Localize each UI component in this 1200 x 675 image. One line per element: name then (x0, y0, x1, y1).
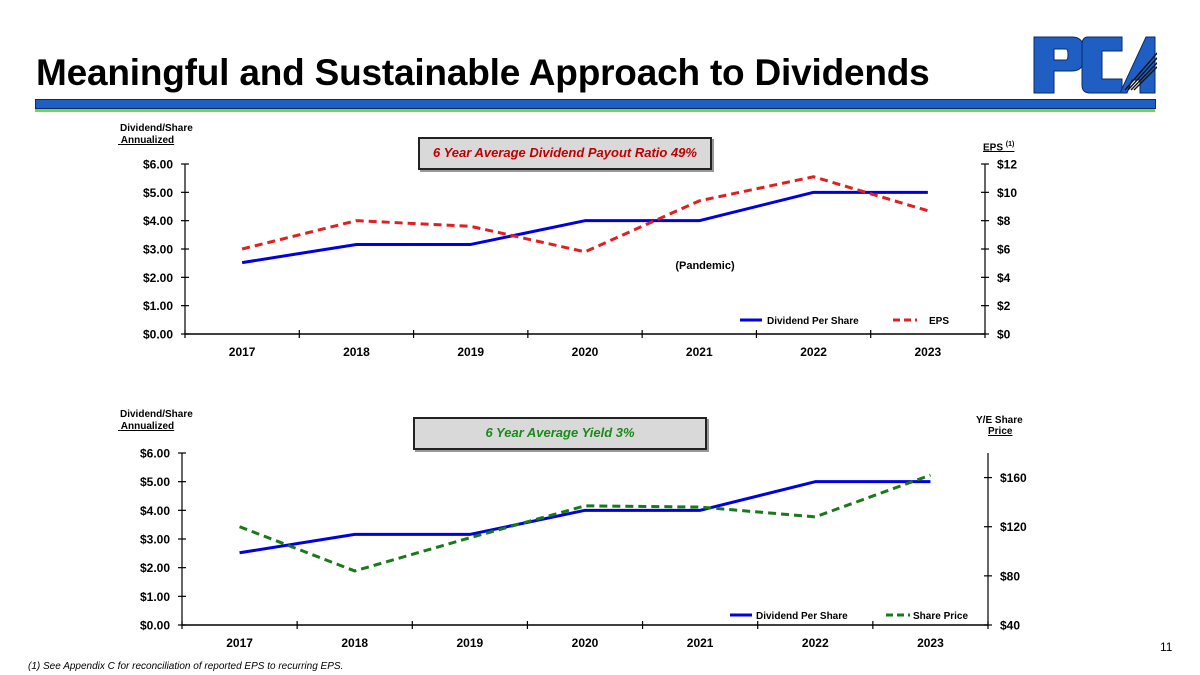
chart2-left-y-tick-label: $4.00 (140, 504, 170, 518)
chart1-left-y-tick-label: $2.00 (143, 271, 173, 285)
chart2-x-tick-label: 2019 (457, 636, 484, 650)
chart2-left-y-tick-label: $2.00 (140, 561, 170, 575)
chart1-left-y-tick-label: $5.00 (143, 186, 173, 200)
bottom-right-axis-label-line2: Price (988, 426, 1013, 437)
chart1-x-tick-label: 2018 (343, 345, 370, 359)
chart2-dividend-per-share-line (239, 480, 931, 555)
title-divider-bar (35, 99, 1156, 109)
chart1-left-y-tick-label: $4.00 (143, 214, 173, 228)
chart1-right-y-tick-label: $2 (997, 299, 1011, 313)
chart2-x-tick-label: 2022 (802, 636, 829, 650)
chart1-legend-label-dividend-per-share: Dividend Per Share (767, 316, 859, 327)
chart2-right-y-tick-label: $160 (1000, 471, 1027, 485)
footnote-ref: (1) (1005, 141, 1015, 148)
chart2-right-y-tick-label: $80 (1000, 569, 1020, 583)
bottom-left-axis-label-line1: Dividend/Share (120, 409, 193, 420)
chart1-dividend-per-share-line (241, 190, 928, 265)
chart1-legend-label-eps: EPS (929, 316, 949, 327)
chart1-x-tick-label: 2020 (572, 345, 599, 359)
chart1-x-tick-label: 2021 (686, 345, 713, 359)
chart2-x-tick-label: 2018 (341, 636, 368, 650)
chart1-left-y-tick-label: $1.00 (143, 299, 173, 313)
chart1-eps-line (241, 175, 929, 254)
top-right-axis-label: EPS (1) (983, 141, 1014, 153)
bottom-left-axis-label-line2-text: Annualized (120, 421, 175, 432)
chart1-right-y-tick-label: $12 (997, 158, 1017, 172)
chart1-right-y-tick-label: $10 (997, 186, 1017, 200)
chart2-right-y-tick-label: $40 (1000, 619, 1020, 633)
chart1-right-y-tick-label: $4 (997, 271, 1011, 285)
top-left-axis-label-line2: Annualized (118, 135, 174, 146)
top-right-axis-label-text: EPS (983, 142, 1004, 154)
chart2-legend-label-share-price: Share Price (913, 611, 968, 622)
chart2-x-tick-label: 2017 (226, 636, 253, 650)
footnote: (1) See Appendix C for reconciliation of… (28, 661, 344, 672)
pca-logo (1033, 36, 1157, 94)
chart1-left-y-tick-label: $0.00 (143, 328, 173, 342)
chart1-left-y-tick-label: $3.00 (143, 243, 173, 257)
chart2-left-y-tick-label: $0.00 (140, 619, 170, 633)
chart1-x-tick-label: 2022 (800, 345, 827, 359)
chart2-x-tick-label: 2020 (572, 636, 599, 650)
chart2-right-y-tick-label: $120 (1000, 520, 1027, 534)
chart1-right-y-tick-label: $0 (997, 328, 1011, 342)
payout-ratio-callout: 6 Year Average Dividend Payout Ratio 49% (418, 137, 712, 170)
chart2-left-y-tick-label: $1.00 (140, 590, 170, 604)
chart1-x-tick-label: 2017 (229, 345, 256, 359)
chart1-right-y-tick-label: $6 (997, 243, 1011, 257)
chart2-x-tick-label: 2023 (917, 636, 944, 650)
chart1-x-tick-label: 2023 (915, 345, 942, 359)
chart2-share-price-line (239, 473, 931, 573)
chart2-left-y-tick-label: $5.00 (140, 475, 170, 489)
bottom-right-axis-label-line1: Y/E Share (976, 415, 1023, 426)
chart1-x-tick-label: 2019 (457, 345, 484, 359)
yield-callout: 6 Year Average Yield 3% (413, 417, 707, 450)
page-title: Meaningful and Sustainable Approach to D… (36, 52, 930, 93)
chart1-pandemic-annotation: (Pandemic) (675, 260, 735, 272)
page-number: 11 (1160, 640, 1173, 654)
chart2-x-tick-label: 2021 (687, 636, 714, 650)
accent-divider-line (35, 109, 1155, 112)
chart2-legend-label-dividend-per-share: Dividend Per Share (756, 611, 848, 622)
chart2-left-y-tick-label: $6.00 (140, 447, 170, 461)
chart1-left-y-tick-label: $6.00 (143, 158, 173, 172)
chart2-left-y-tick-label: $3.00 (140, 533, 170, 547)
top-left-axis-label-line2-text: Annualized (120, 135, 175, 146)
chart1-right-y-tick-label: $8 (997, 214, 1011, 228)
top-left-axis-label-line1: Dividend/Share (120, 123, 193, 134)
bottom-left-axis-label-line2: Annualized (118, 421, 174, 432)
